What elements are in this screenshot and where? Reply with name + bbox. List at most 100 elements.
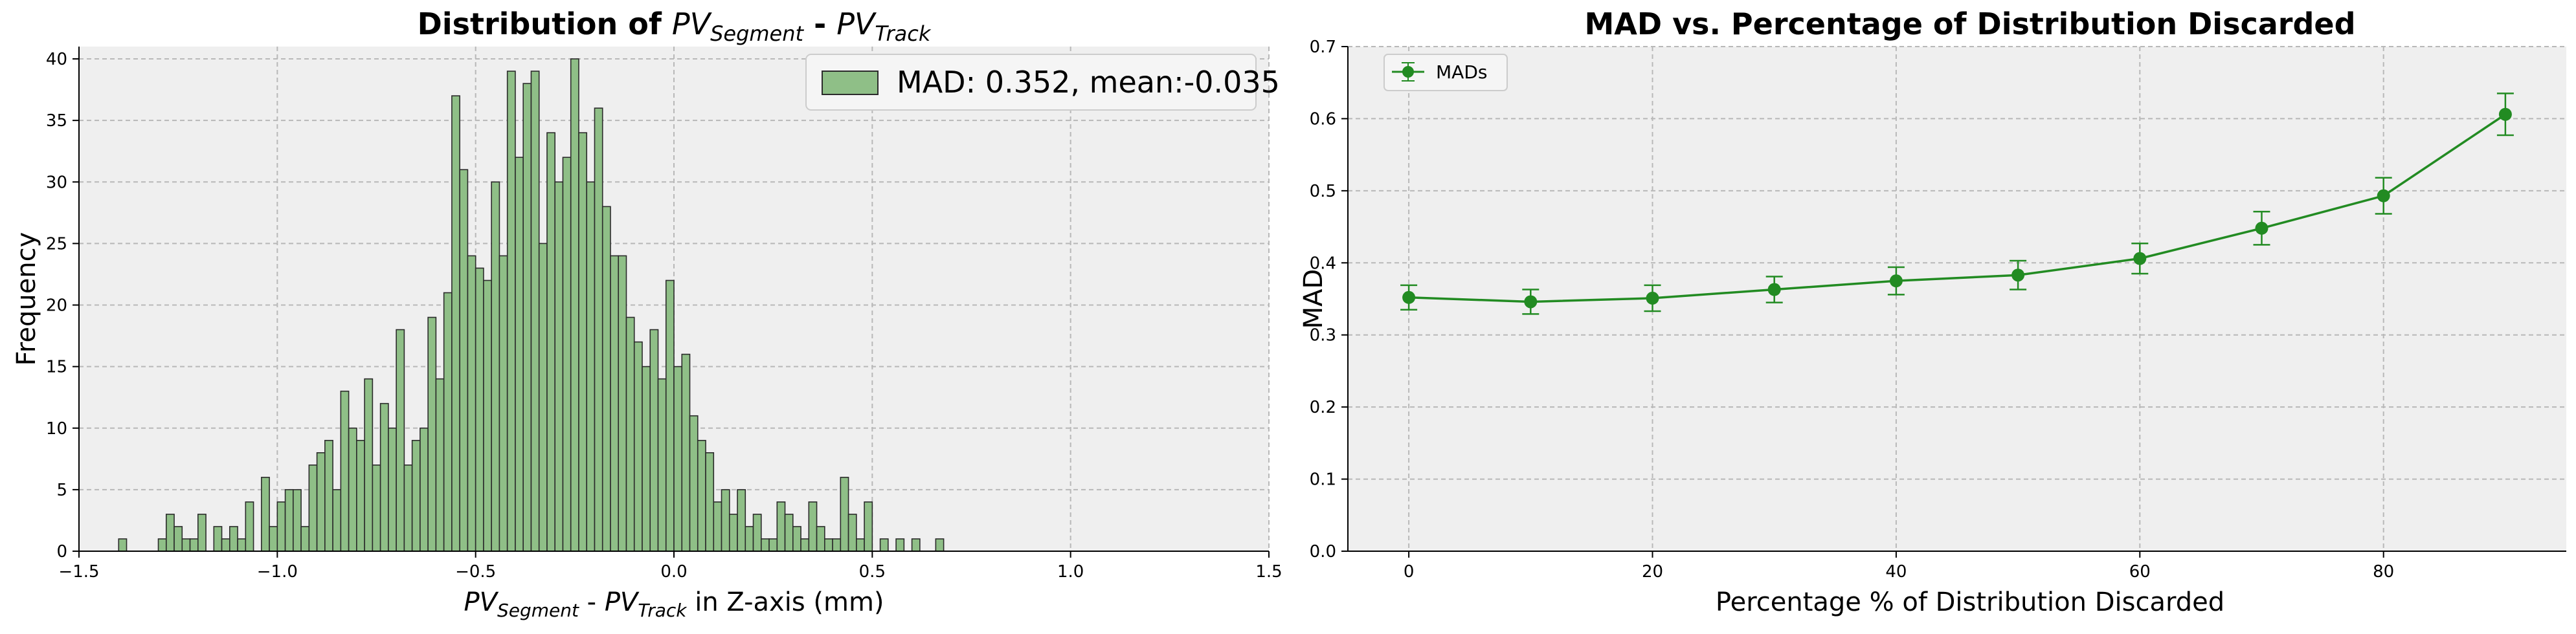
histogram-bar <box>530 71 540 552</box>
histogram-bar <box>269 526 278 552</box>
histogram-y-tick-label: 25 <box>46 234 67 254</box>
histogram-bar <box>649 329 659 552</box>
mad-y-ticks: 0.0 0.1 0.2 0.3 0.4 0.5 0.6 0.7 <box>1310 38 1348 562</box>
histogram-y-tick-label: 10 <box>46 419 67 439</box>
histogram-bar <box>340 390 350 552</box>
histogram-x-tick-label: 0.0 <box>660 562 687 582</box>
histogram-bar <box>221 538 230 552</box>
histogram-bar <box>506 71 516 552</box>
histogram-bar <box>847 514 857 552</box>
histogram-bar <box>911 538 921 552</box>
histogram-bar <box>348 427 357 552</box>
histogram-x-tick-label: 1.0 <box>1057 562 1084 582</box>
histogram-bar <box>768 538 778 552</box>
histogram-bar <box>578 132 588 552</box>
mad-x-tick-label: 0 <box>1404 562 1415 582</box>
histogram-y-tick-label: 40 <box>46 50 67 69</box>
histogram-bar <box>411 439 421 552</box>
mad-y-tick-label: 0.3 <box>1310 326 1336 345</box>
histogram-bar <box>213 526 223 552</box>
histogram-bar <box>594 107 603 552</box>
histogram-legend-swatch <box>822 71 879 95</box>
histogram-bar <box>451 95 460 552</box>
histogram-bar <box>181 538 191 552</box>
mad-data-point <box>1402 290 1416 304</box>
histogram-bar <box>261 477 270 552</box>
histogram-bar <box>165 514 175 552</box>
histogram-bar <box>705 452 715 552</box>
mad-data-point <box>2498 107 2512 121</box>
histogram-bar <box>546 132 555 552</box>
mad-x-tick-label: 60 <box>2129 562 2151 582</box>
histogram-bar <box>467 255 476 552</box>
histogram-bar <box>895 538 905 552</box>
mad-legend-marker <box>1402 66 1414 78</box>
histogram-bar <box>800 538 810 552</box>
histogram-bar <box>657 378 667 552</box>
histogram-legend-label: MAD: 0.352, mean:-0.035 <box>897 65 1280 100</box>
histogram-bar <box>816 526 825 552</box>
histogram-bar <box>475 267 484 552</box>
histogram-x-tick-label: −1.0 <box>257 562 298 582</box>
mad-y-tick-label: 0.5 <box>1310 182 1336 201</box>
histogram-bar <box>784 514 794 552</box>
histogram-bar <box>879 538 889 552</box>
mad-y-tick-label: 0.7 <box>1310 38 1336 57</box>
histogram-bar <box>483 279 492 552</box>
histogram-bar <box>776 501 786 552</box>
histogram-bar <box>118 538 128 552</box>
mad-grid <box>1348 46 2566 551</box>
histogram-bar <box>293 489 302 552</box>
mad-data-point <box>2377 189 2390 202</box>
histogram-bar <box>443 292 453 552</box>
histogram-bar <box>284 489 294 552</box>
histogram-bar <box>721 489 730 552</box>
histogram-x-tick-label: −1.5 <box>58 562 99 582</box>
histogram-bar <box>324 439 333 552</box>
histogram-bar <box>420 427 429 552</box>
histogram-chart: −1.5 −1.0 −0.5 0.0 0.5 1.0 1.5 0 5 10 15 20 25 30 35 4… <box>12 6 1282 621</box>
mad-series-line <box>1409 113 2506 303</box>
histogram-bar <box>935 538 945 552</box>
histogram-bar <box>237 538 247 552</box>
mad-y-tick-label: 0.0 <box>1310 542 1336 562</box>
histogram-bar <box>379 402 389 552</box>
histogram-bar <box>403 465 413 552</box>
histogram-bar <box>459 169 469 552</box>
histogram-y-ticks: 0 5 10 15 20 25 30 35 40 <box>46 50 79 562</box>
mad-legend-box <box>1383 54 1508 91</box>
histogram-y-axis-label: Frequency <box>12 232 41 366</box>
histogram-x-ticks: −1.5 −1.0 −0.5 0.0 0.5 1.0 1.5 <box>58 551 1282 582</box>
histogram-x-tick-label: −0.5 <box>455 562 496 582</box>
histogram-y-tick-label: 35 <box>46 111 67 131</box>
histogram-bar <box>728 514 738 552</box>
mad-title: MAD vs. Percentage of Distribution Disca… <box>1585 6 2356 41</box>
histogram-bar <box>808 501 818 552</box>
mad-data-point <box>1646 291 1659 305</box>
histogram-bar <box>522 83 532 552</box>
histogram-bar <box>824 538 833 552</box>
histogram-bar <box>625 316 635 552</box>
histogram-bar <box>752 514 762 552</box>
histogram-title: Distribution of PVSegment - PVTrack <box>418 6 932 46</box>
histogram-bar <box>760 538 770 552</box>
mad-data-point <box>2255 221 2268 235</box>
histogram-bar <box>713 501 722 552</box>
histogram-x-tick-label: 0.5 <box>859 562 886 582</box>
histogram-y-tick-label: 0 <box>56 542 67 562</box>
histogram-bar <box>197 514 207 552</box>
mad-legend-label: MADs <box>1436 61 1487 83</box>
mad-y-tick-label: 0.2 <box>1310 398 1336 417</box>
mad-x-tick-label: 20 <box>1642 562 1663 582</box>
histogram-bar <box>435 378 445 552</box>
mad-data-point <box>1767 283 1781 296</box>
histogram-bar <box>498 255 508 552</box>
histogram-bar <box>856 538 865 552</box>
histogram-bar <box>864 501 873 552</box>
histogram-bar <box>538 243 548 552</box>
histogram-y-tick-label: 20 <box>46 296 67 316</box>
mad-x-axis-label: Percentage % of Distribution Discarded <box>1716 587 2224 617</box>
histogram-bar <box>745 526 754 552</box>
histogram-bar <box>388 427 397 552</box>
